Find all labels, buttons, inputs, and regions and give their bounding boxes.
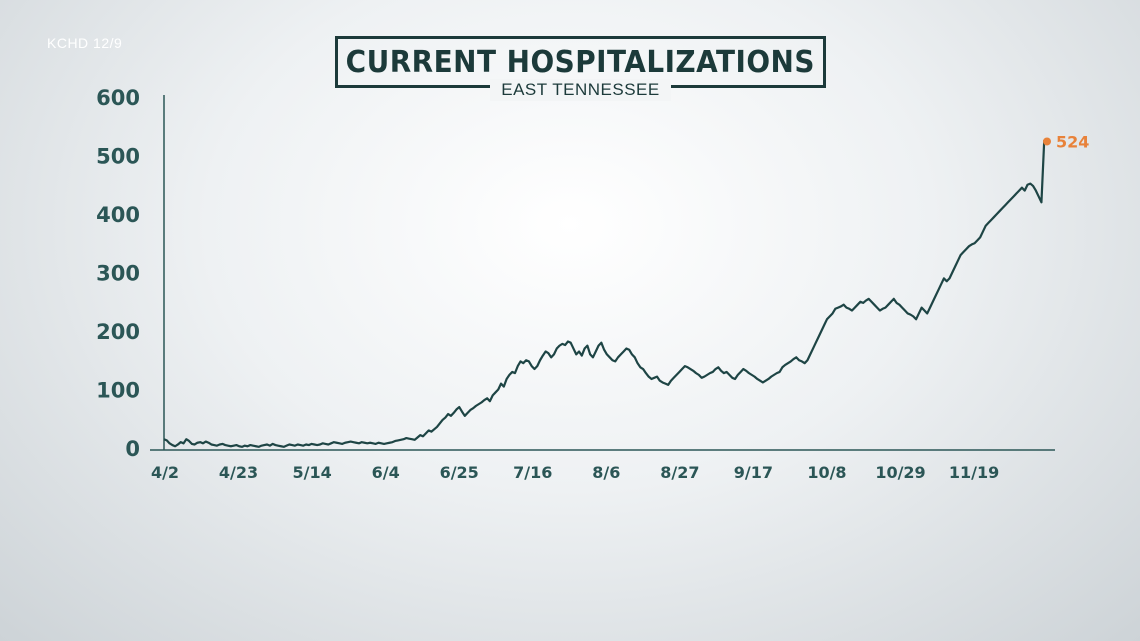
y-tick-label: 100 bbox=[96, 379, 140, 403]
x-tick-label: 8/6 bbox=[592, 463, 620, 482]
x-tick-label: 5/14 bbox=[292, 463, 331, 482]
y-tick-label: 400 bbox=[96, 203, 140, 227]
x-tick-label: 6/4 bbox=[372, 463, 400, 482]
x-tick-label: 10/8 bbox=[807, 463, 846, 482]
end-point-label: 524 bbox=[1056, 132, 1089, 151]
x-tick-label: 8/27 bbox=[660, 463, 699, 482]
end-point-marker bbox=[1043, 137, 1051, 146]
y-tick-label: 300 bbox=[96, 262, 140, 286]
y-tick-label: 0 bbox=[125, 437, 140, 461]
x-tick-label: 10/29 bbox=[875, 463, 925, 482]
x-tick-labels: 4/2 4/23 5/14 6/4 6/25 7/16 8/6 8/27 9/17 10/8 10/… bbox=[151, 463, 999, 482]
x-tick-label: 4/23 bbox=[219, 463, 258, 482]
end-marker-group: 524 bbox=[1043, 132, 1089, 151]
source-label: KCHD 12/9 bbox=[47, 35, 123, 51]
x-tick-label: 9/17 bbox=[734, 463, 773, 482]
x-tick-label: 4/2 bbox=[151, 463, 179, 482]
x-tick-label: 6/25 bbox=[440, 463, 479, 482]
series-line-0 bbox=[163, 139, 1048, 448]
y-tick-labels: 0 100 200 300 400 500 600 bbox=[96, 86, 140, 461]
x-tick-label: 11/19 bbox=[949, 463, 999, 482]
chart-subtitle: EAST TENNESSEE bbox=[490, 79, 671, 101]
y-tick-label: 200 bbox=[96, 320, 140, 344]
chart-title: CURRENT HOSPITALIZATIONS bbox=[345, 44, 816, 80]
y-tick-label: 600 bbox=[96, 86, 140, 110]
y-tick-label: 500 bbox=[96, 145, 140, 169]
x-tick-label: 7/16 bbox=[513, 463, 552, 482]
series-group bbox=[163, 139, 1048, 448]
